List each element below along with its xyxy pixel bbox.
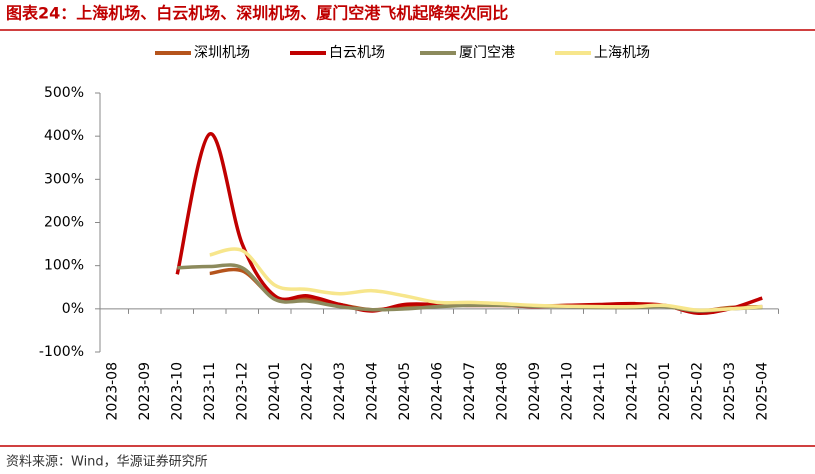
- x-tick-label: 2023-11: [202, 362, 218, 421]
- y-tick-label: 100%: [44, 258, 84, 274]
- y-tick-label: 200%: [44, 215, 84, 231]
- legend-label: 白云机场: [329, 45, 385, 61]
- x-tick-label: 2024-08: [494, 362, 510, 421]
- x-tick-label: 2024-05: [397, 362, 413, 421]
- series-line: [175, 132, 763, 315]
- x-tick-label: 2025-03: [722, 362, 738, 421]
- x-tick-label: 2025-01: [657, 362, 673, 421]
- legend-label: 厦门空港: [459, 45, 515, 61]
- x-tick-label: 2024-02: [299, 362, 315, 421]
- x-tick-label: 2024-01: [267, 362, 283, 421]
- x-tick-label: 2025-04: [754, 362, 770, 421]
- x-tick-label: 2025-02: [689, 362, 705, 421]
- x-tick-label: 2024-12: [624, 362, 640, 421]
- y-tick-label: -100%: [39, 344, 84, 360]
- y-tick-label: 0%: [62, 301, 84, 317]
- x-tick-label: 2024-11: [592, 362, 608, 421]
- legend-label: 深圳机场: [194, 45, 250, 61]
- y-tick-label: 500%: [44, 85, 84, 101]
- series-line: [209, 247, 763, 313]
- x-tick-label: 2024-09: [527, 362, 543, 421]
- x-tick-label: 2024-07: [462, 362, 478, 421]
- x-tick-label: 2024-04: [364, 362, 380, 421]
- x-tick-label: 2023-12: [234, 362, 250, 421]
- x-tick-label: 2023-08: [104, 362, 120, 421]
- source: 资料来源：Wind，华源证券研究所: [6, 454, 208, 470]
- x-tick-label: 2023-09: [137, 362, 153, 421]
- legend-label: 上海机场: [594, 45, 650, 61]
- y-tick-label: 300%: [44, 171, 84, 187]
- x-tick-label: 2023-10: [169, 362, 185, 421]
- y-tick-label: 400%: [44, 128, 84, 144]
- x-tick-label: 2024-03: [332, 362, 348, 421]
- chart-title: 图表24：上海机场、白云机场、深圳机场、厦门空港飞机起降架次同比: [6, 4, 508, 23]
- x-tick-label: 2024-06: [429, 362, 445, 421]
- x-tick-label: 2024-10: [559, 362, 575, 421]
